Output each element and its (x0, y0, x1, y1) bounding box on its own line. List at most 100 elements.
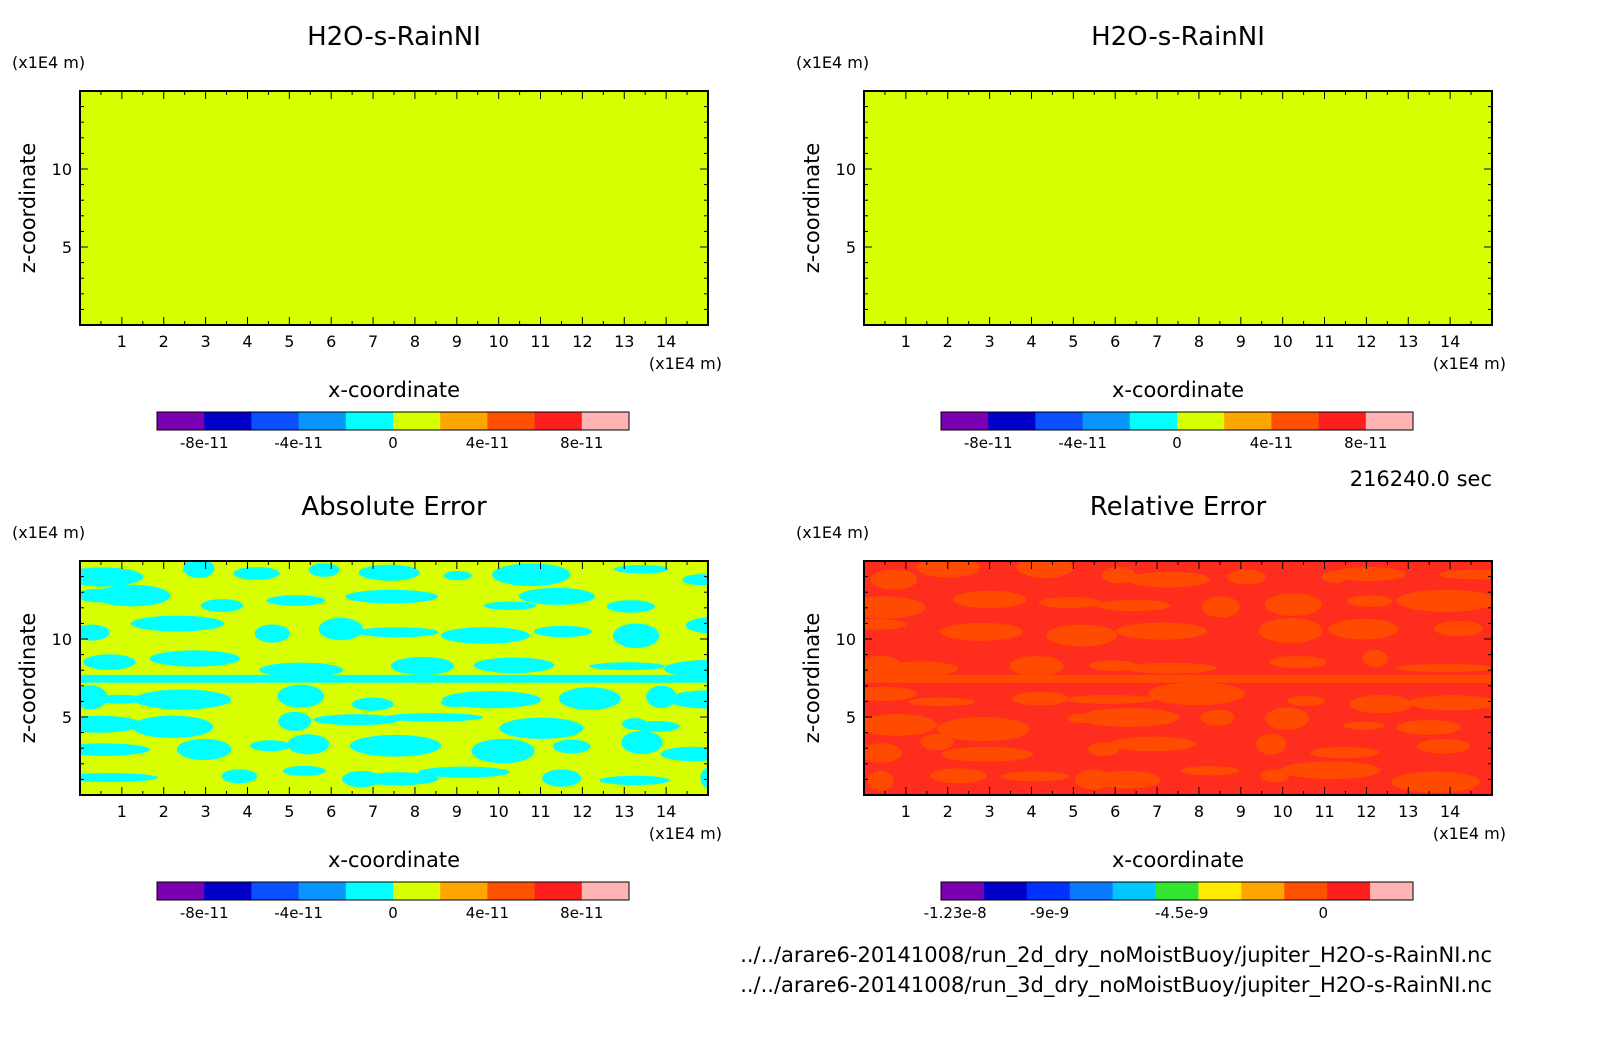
x-unit-label: (x1E4 m) (1433, 354, 1506, 373)
colorbar-label: -8e-11 (180, 904, 229, 922)
y-tick-label: 5 (62, 708, 72, 727)
field-patch (200, 599, 244, 612)
x-axis-label: x-coordinate (1112, 848, 1244, 872)
colorbar-label: 4e-11 (466, 904, 509, 922)
colorbar-frame (940, 881, 1414, 901)
field-patch (552, 739, 591, 754)
field-patch (646, 685, 677, 709)
field-patch (558, 687, 621, 710)
field-patch (533, 625, 592, 638)
x-tick-label: 4 (242, 332, 252, 351)
field-patch (1280, 761, 1381, 780)
field-patch (599, 775, 670, 785)
field-patch (283, 765, 326, 776)
x-tick-label: 8 (410, 802, 420, 821)
colorbar-swatch (1224, 412, 1272, 430)
field-background (864, 91, 1492, 325)
colorbar-swatch (393, 882, 441, 900)
field-patch (499, 717, 584, 739)
field-patch (249, 740, 292, 752)
x-tick-label: 3 (201, 802, 211, 821)
field-patch (354, 627, 439, 638)
field-patch (542, 769, 582, 787)
x-tick-label: 9 (452, 802, 462, 821)
colorbar-label: 4e-11 (1250, 434, 1293, 452)
field-patch (1009, 656, 1064, 677)
x-tick-label: 9 (452, 332, 462, 351)
colorbar-swatch (534, 882, 583, 900)
field-patch (233, 567, 280, 580)
field-patch (1046, 624, 1118, 647)
colorbar-label: 0 (1319, 904, 1329, 922)
field-patch (1286, 695, 1325, 706)
colorbar-swatch (298, 882, 347, 900)
field-patch (1434, 621, 1483, 637)
x-tick-label: 14 (1440, 332, 1460, 351)
field-patch (682, 574, 708, 586)
field-patch (254, 624, 290, 643)
field-patch (80, 773, 158, 783)
field-patch (589, 662, 665, 671)
x-tick-label: 13 (1398, 332, 1418, 351)
colorbar-swatch (157, 412, 205, 430)
field-patch (358, 564, 420, 581)
x-tick-label: 2 (159, 802, 169, 821)
x-axis-label: x-coordinate (1112, 378, 1244, 402)
x-tick-label: 3 (985, 332, 995, 351)
colorbar-swatch (988, 412, 1036, 430)
field-patch (93, 694, 146, 704)
colorbar-swatch (440, 412, 488, 430)
field-patch (941, 746, 1034, 762)
field-patch (80, 567, 144, 587)
field-patch (1265, 707, 1309, 730)
colorbar-swatch (440, 882, 488, 900)
field-patch (418, 766, 510, 778)
field-patch (664, 659, 708, 678)
field-patch (1125, 662, 1217, 674)
field-patch (864, 743, 902, 763)
field-patch (132, 715, 214, 738)
colorbar-swatch (487, 412, 536, 430)
x-tick-label: 3 (201, 332, 211, 351)
field-patch (606, 600, 655, 613)
x-tick-label: 1 (901, 332, 911, 351)
field-patch (1093, 770, 1161, 789)
y-tick-label: 5 (846, 708, 856, 727)
field-patch (1063, 694, 1155, 704)
x-tick-label: 14 (656, 802, 676, 821)
field-patch (313, 714, 401, 726)
y-axis-label: z-coordinate (16, 143, 40, 274)
x-tick-label: 5 (1068, 802, 1078, 821)
file-path: ../../arare6-20141008/run_2d_dry_noMoist… (740, 943, 1492, 968)
x-tick-label: 13 (1398, 802, 1418, 821)
y-unit-label: (x1E4 m) (12, 53, 85, 72)
field-patch (1260, 769, 1290, 783)
field-patch (1268, 655, 1327, 669)
colorbar-label: 4e-11 (466, 434, 509, 452)
colorbar-frame (156, 881, 630, 901)
field-patch (660, 746, 708, 762)
field-patch (390, 656, 455, 676)
field-patch (867, 770, 894, 791)
chart-title: H2O-s-RainNI (307, 22, 481, 52)
x-axis-label: x-coordinate (328, 378, 460, 402)
colorbar-swatch (941, 882, 985, 900)
field-patch (259, 662, 344, 678)
colorbar-label: -8e-11 (180, 434, 229, 452)
x-tick-label: 6 (326, 332, 336, 351)
field-patch (1310, 747, 1380, 759)
field-patch (864, 596, 926, 619)
colorbar-label: -1.23e-8 (924, 904, 987, 922)
colorbar-label: -4.5e-9 (1155, 904, 1208, 922)
x-tick-label: 2 (159, 332, 169, 351)
x-tick-label: 11 (530, 332, 550, 351)
x-tick-label: 13 (614, 802, 634, 821)
chart-title: Relative Error (1090, 492, 1267, 522)
field-patch (864, 714, 938, 736)
x-tick-label: 9 (1236, 802, 1246, 821)
y-axis-label: z-coordinate (800, 143, 824, 274)
colorbar-swatch (204, 882, 252, 900)
field-band (80, 674, 708, 683)
field-patch (1012, 691, 1069, 706)
field-patch (1180, 766, 1240, 776)
